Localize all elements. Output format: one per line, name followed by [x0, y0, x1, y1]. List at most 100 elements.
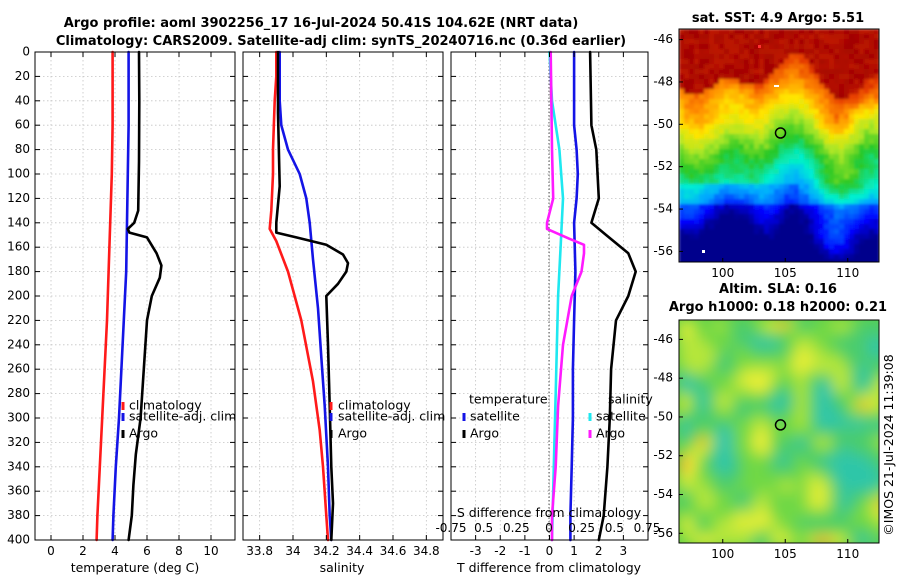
sst-cell	[854, 214, 860, 220]
sst-cell	[864, 84, 870, 90]
sla-cell	[859, 491, 869, 501]
sst-cell	[774, 124, 780, 130]
sst-cell	[754, 49, 760, 55]
sst-cell	[809, 189, 815, 195]
sst-cell	[844, 224, 850, 230]
sla-cell	[760, 329, 770, 339]
sst-cell	[864, 174, 870, 180]
sst-cell	[869, 254, 875, 260]
sla-cell	[877, 536, 879, 543]
sst-cell	[754, 129, 760, 135]
sla-cell	[742, 473, 752, 483]
sla-cell	[805, 491, 815, 501]
sst-cell	[749, 209, 755, 215]
sla-cell	[679, 491, 689, 501]
sla-cell	[769, 338, 779, 348]
depth-tick-label: 0	[22, 45, 30, 59]
sst-cell	[784, 109, 790, 115]
sla-cell	[697, 464, 707, 474]
sst-cell	[714, 114, 720, 120]
sla-cell	[859, 320, 869, 330]
sst-cell	[779, 39, 785, 45]
sst-cell	[729, 179, 735, 185]
sla-cell	[805, 527, 815, 537]
sla-cell	[841, 347, 851, 357]
sst-cell	[844, 124, 850, 130]
sst-cell	[829, 124, 835, 130]
sla-ytick-label: -46	[653, 332, 673, 346]
sla-xtick-label: 105	[774, 547, 797, 561]
sst-cell	[764, 209, 770, 215]
sst-cell	[874, 84, 879, 90]
sst-cell	[834, 84, 840, 90]
sst-cell	[749, 134, 755, 140]
sst-cell	[719, 209, 725, 215]
sst-cell	[689, 254, 695, 260]
sst-cell	[759, 99, 765, 105]
sst-cell	[684, 54, 690, 60]
sst-cell	[779, 84, 785, 90]
sst-cell	[704, 139, 710, 145]
sst-cell	[734, 209, 740, 215]
sst-cell	[834, 79, 840, 85]
sla-cell	[778, 347, 788, 357]
sst-cell	[789, 239, 795, 245]
sst-cell	[764, 249, 770, 255]
sst-cell	[779, 139, 785, 145]
sst-cell	[684, 49, 690, 55]
sst-cell	[699, 234, 705, 240]
sla-cell	[742, 374, 752, 384]
sst-cell	[724, 84, 730, 90]
sst-cell	[739, 159, 745, 165]
sst-cell	[839, 149, 845, 155]
sst-cell	[794, 79, 800, 85]
sla-cell	[805, 446, 815, 456]
sst-cell	[779, 229, 785, 235]
sal-series-climatology	[268, 50, 330, 542]
sla-cell	[805, 437, 815, 447]
sst-cell	[759, 159, 765, 165]
sst-cell	[744, 229, 750, 235]
sst-cell	[869, 99, 875, 105]
sal-xtick-label: 34.4	[346, 544, 373, 558]
sst-cell	[694, 194, 700, 200]
sst-cell	[739, 219, 745, 225]
sst-cell	[714, 154, 720, 160]
sla-cell	[751, 464, 761, 474]
sla-cell	[742, 500, 752, 510]
sst-cell	[774, 99, 780, 105]
sst-cell	[724, 214, 730, 220]
sst-cell	[729, 209, 735, 215]
sla-cell	[787, 455, 797, 465]
sst-cell	[779, 99, 785, 105]
sst-cell	[719, 204, 725, 210]
sst-cell	[784, 154, 790, 160]
sst-cell	[819, 129, 825, 135]
sst-cell	[799, 69, 805, 75]
sst-cell	[689, 54, 695, 60]
sst-cell	[809, 214, 815, 220]
sla-cell	[850, 464, 860, 474]
sst-cell	[849, 119, 855, 125]
sst-cell	[764, 129, 770, 135]
sla-cell	[697, 410, 707, 420]
sst-cell	[734, 234, 740, 240]
sla-cell	[814, 347, 824, 357]
sst-cell	[789, 169, 795, 175]
sla-cell	[814, 392, 824, 402]
sst-cell	[739, 119, 745, 125]
sst-cell	[829, 149, 835, 155]
sst-cell	[754, 34, 760, 40]
sla-cell	[688, 446, 698, 456]
sst-cell	[809, 239, 815, 245]
sla-cell	[850, 527, 860, 537]
sla-cell	[760, 500, 770, 510]
sst-cell	[734, 119, 740, 125]
sla-cell	[778, 392, 788, 402]
sst-cell	[714, 199, 720, 205]
sst-cell	[784, 214, 790, 220]
sst-cell	[774, 169, 780, 175]
sst-cell	[679, 204, 685, 210]
sst-cell	[789, 204, 795, 210]
sst-cell	[789, 244, 795, 250]
